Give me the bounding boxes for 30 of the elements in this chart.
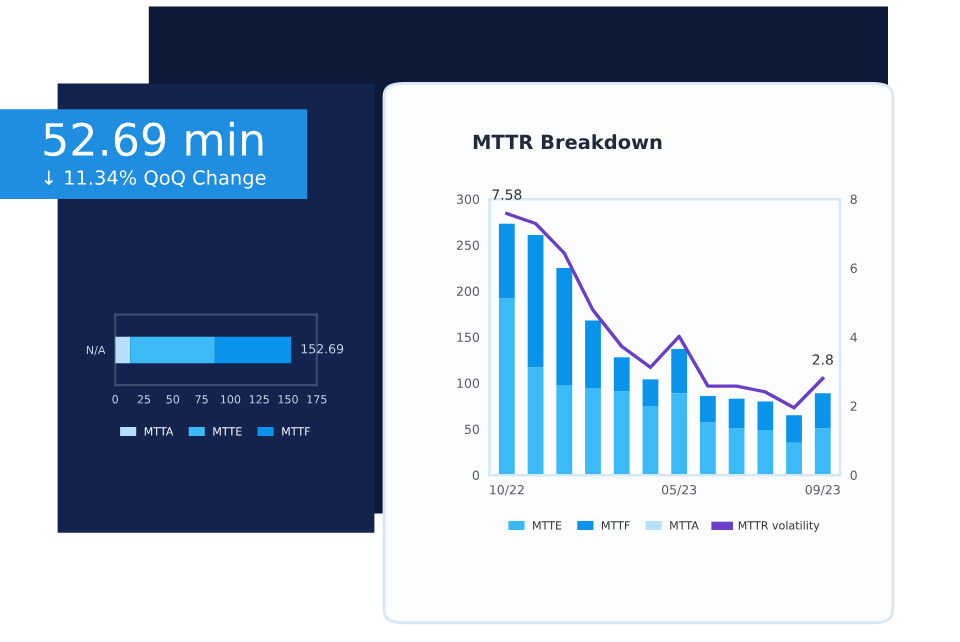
bar [214,336,292,364]
bar [699,395,716,423]
bar [786,415,802,443]
bar [556,384,573,476]
bar [642,406,659,476]
chart-title: MTTR Breakdown [473,134,662,150]
bar [814,428,831,476]
text: ↓ 11.34% QoQ Change [44,169,266,189]
bar [699,422,716,476]
bar [786,442,802,476]
bar [498,223,515,299]
bar [613,357,630,392]
bar [671,349,688,394]
bar [814,393,831,429]
bar [728,398,745,429]
bar [115,336,131,364]
bar [527,234,544,368]
bar [130,336,215,364]
bar [642,379,659,407]
bar [671,393,688,476]
bar [498,298,515,476]
bar [556,268,573,385]
bar [728,428,745,476]
bar [585,320,601,389]
bar [757,429,774,476]
bar [613,391,630,476]
bar [527,367,544,476]
text: 52.69 min [44,121,263,157]
bar [585,388,601,476]
bar [757,401,774,430]
